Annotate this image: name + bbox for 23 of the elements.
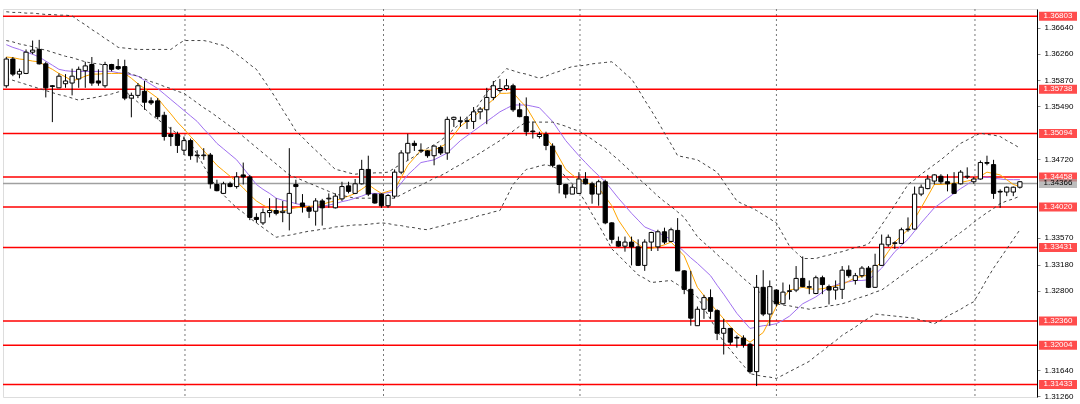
ref-line-label: 1.32360: [1043, 315, 1074, 325]
candlestick: [293, 179, 299, 205]
ref-line-label: 1.35738: [1043, 84, 1074, 94]
y-tick-label: 1.36640: [1044, 23, 1074, 33]
y-tick-label: 1.32800: [1044, 286, 1074, 296]
candlestick: [299, 193, 306, 214]
y-tick-label: 1.33570: [1044, 233, 1074, 243]
ref-line-label: 1.35094: [1043, 128, 1074, 138]
y-tick-label: 1.35490: [1044, 101, 1074, 111]
ref-line-label: 1.31433: [1043, 379, 1074, 389]
ref-line-label: 1.36803: [1043, 11, 1074, 21]
y-tick-label: 1.35870: [1044, 75, 1074, 85]
ref-line-label: 1.32004: [1043, 340, 1074, 350]
ref-line-label: 1.33431: [1043, 242, 1074, 252]
ref-line-label: 1.34366: [1043, 178, 1074, 188]
y-tick-label: 1.31260: [1044, 391, 1074, 401]
candlestick: [286, 147, 292, 231]
ref-line-label: 1.34020: [1043, 202, 1074, 212]
y-tick-label: 1.33180: [1044, 260, 1074, 270]
y-tick-label: 1.34720: [1044, 154, 1074, 164]
line-series: [5, 11, 1021, 260]
y-tick-label: 1.36260: [1044, 49, 1074, 59]
y-tick-label: 1.31640: [1044, 365, 1074, 375]
